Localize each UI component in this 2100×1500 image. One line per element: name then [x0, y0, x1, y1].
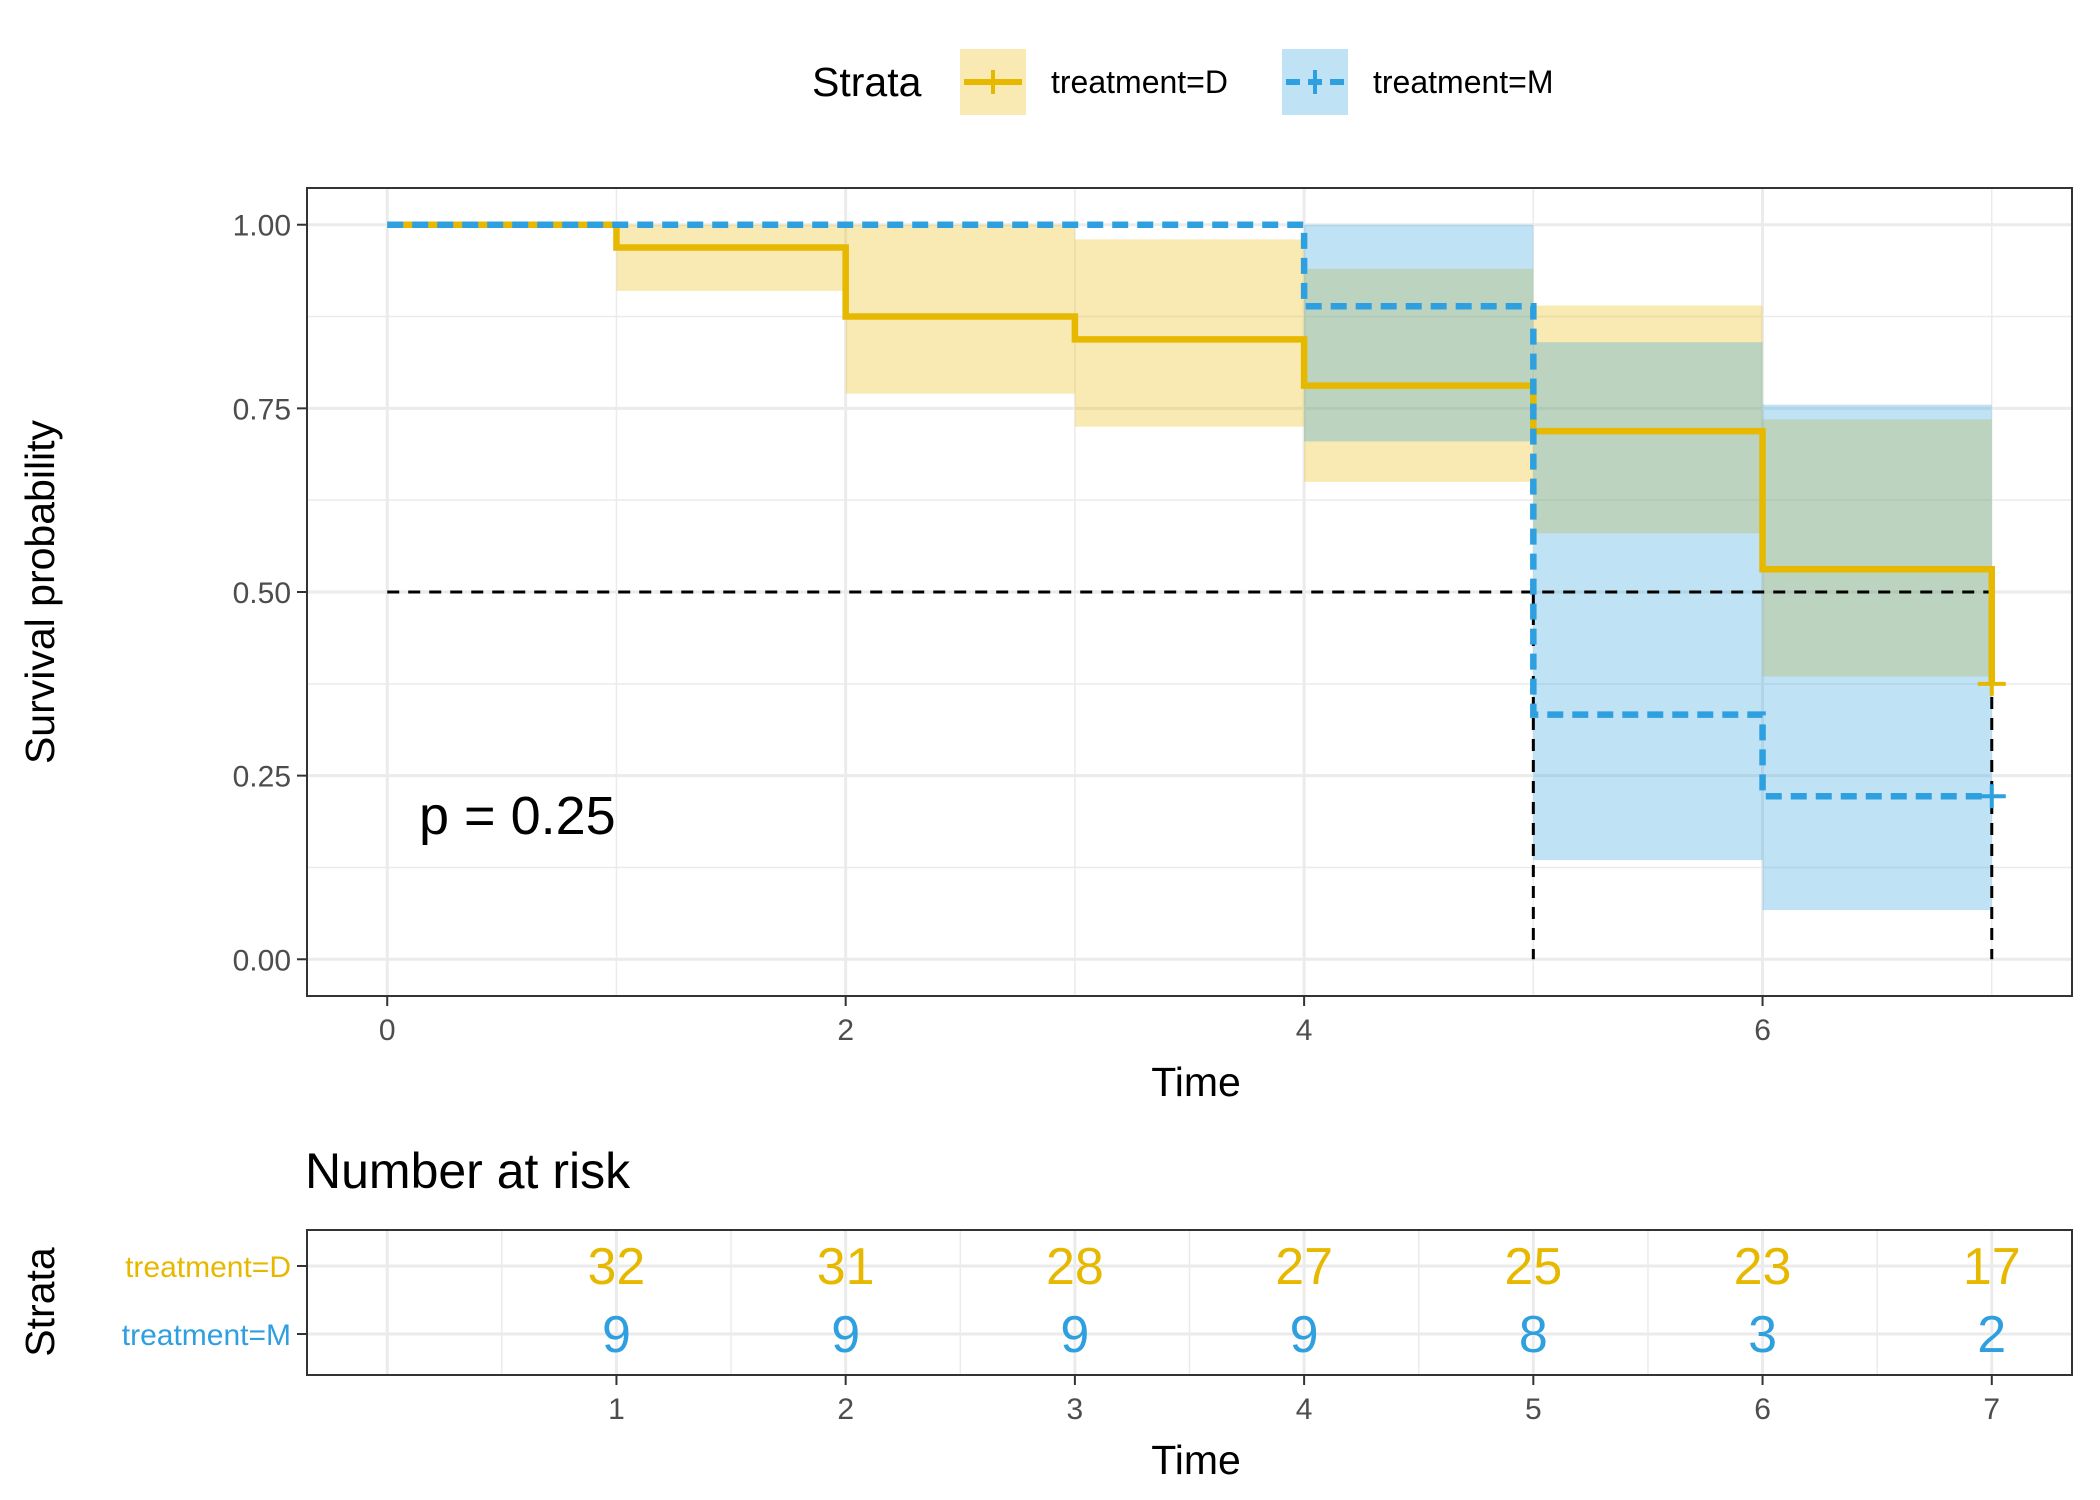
y-tick-label: 0.75: [233, 393, 291, 426]
risk-value-treatment-m: 2: [1977, 1306, 2006, 1364]
risk-row-label: treatment=D: [125, 1251, 291, 1284]
risk-value-treatment-m: 9: [602, 1306, 631, 1364]
risk-value-treatment-m: 9: [831, 1306, 860, 1364]
risk-value-treatment-d: 32: [588, 1238, 646, 1296]
ci-band-treatment-m: [1762, 404, 1992, 911]
ci-band-treatment-d: [1762, 419, 1992, 677]
risk-table-x-label: Time: [1151, 1437, 1241, 1483]
ci-band-treatment-d: [845, 224, 1075, 394]
risk-value-treatment-d: 25: [1504, 1238, 1562, 1296]
risk-table-title: Number at risk: [305, 1143, 631, 1199]
legend: Strata treatment=D treatment=M: [812, 49, 1554, 115]
risk-value-treatment-d: 31: [817, 1238, 875, 1296]
legend-key-treatment-m: [1282, 49, 1348, 115]
censor-mark-treatment-d: [1977, 671, 2006, 696]
risk-table-row-labels: treatment=D treatment=M: [122, 1251, 307, 1352]
risk-x-tick-label: 1: [608, 1393, 625, 1426]
x-axis-label: Time: [1151, 1059, 1241, 1105]
ci-band-treatment-d: [1074, 239, 1305, 427]
survival-curve-treatment-d: [387, 221, 1996, 684]
ci-band-treatment-d: [616, 224, 846, 291]
x-axis-ticks: 0 2 4 6: [379, 996, 1771, 1047]
confidence-bands: [616, 224, 1992, 911]
risk-x-tick-label: 3: [1067, 1393, 1084, 1426]
legend-key-treatment-d: [960, 49, 1026, 115]
risk-value-treatment-m: 9: [1060, 1306, 1089, 1364]
y-axis-ticks: 0.00 0.25 0.50 0.75 1.00: [233, 210, 307, 977]
risk-x-tick-label: 4: [1296, 1393, 1313, 1426]
y-tick-label: 1.00: [233, 210, 291, 243]
risk-table-values: 32 31 28 27 25 23 179 9 9 9 8 3 2: [588, 1238, 2021, 1364]
y-tick-label: 0.25: [233, 761, 291, 794]
x-tick-label: 4: [1296, 1014, 1313, 1047]
median-lines: [387, 590, 1994, 960]
censor-marks: [1977, 671, 2006, 809]
risk-value-treatment-d: 28: [1046, 1238, 1104, 1296]
risk-x-tick-label: 6: [1754, 1393, 1771, 1426]
legend-title: Strata: [812, 59, 922, 105]
risk-value-treatment-m: 3: [1748, 1306, 1777, 1364]
risk-table-grid: [307, 1230, 2072, 1375]
legend-label-treatment-m: treatment=M: [1373, 64, 1554, 100]
risk-row-label: treatment=M: [122, 1319, 291, 1352]
risk-table-border: [306, 1229, 2073, 1376]
risk-value-treatment-d: 27: [1275, 1238, 1333, 1296]
legend-label-treatment-d: treatment=D: [1051, 64, 1228, 100]
risk-value-treatment-m: 9: [1290, 1306, 1319, 1364]
y-tick-label: 0.00: [233, 944, 291, 977]
survival-curves: [387, 221, 1996, 800]
x-tick-label: 0: [379, 1014, 396, 1047]
risk-value-treatment-d: 17: [1963, 1238, 2021, 1296]
risk-value-treatment-m: 8: [1519, 1306, 1548, 1364]
risk-value-treatment-d: 23: [1734, 1238, 1792, 1296]
risk-x-tick-label: 5: [1525, 1393, 1542, 1426]
risk-table-x-ticks: 1 2 3 4 5 6 7: [608, 1375, 2000, 1426]
y-tick-label: 0.50: [233, 577, 291, 610]
censor-mark-treatment-m: [1977, 784, 2006, 809]
ci-band-treatment-m: [1533, 342, 1763, 861]
survival-curve-treatment-m: [387, 221, 1992, 800]
ci-band-treatment-m: [1304, 224, 1534, 442]
risk-table-y-label: Strata: [17, 1247, 63, 1357]
ci-band-treatment-d: [1533, 305, 1763, 534]
p-value-annotation: p = 0.25: [419, 786, 616, 846]
risk-x-tick-label: 2: [837, 1393, 854, 1426]
y-axis-label: Survival probability: [17, 419, 63, 764]
x-tick-label: 2: [837, 1014, 854, 1047]
risk-table: Number at risk 32 31 28 27 25 23 179 9 9 9 8 3 2 tre…: [17, 1143, 2073, 1483]
risk-x-tick-label: 7: [1983, 1393, 2000, 1426]
x-tick-label: 6: [1754, 1014, 1771, 1047]
